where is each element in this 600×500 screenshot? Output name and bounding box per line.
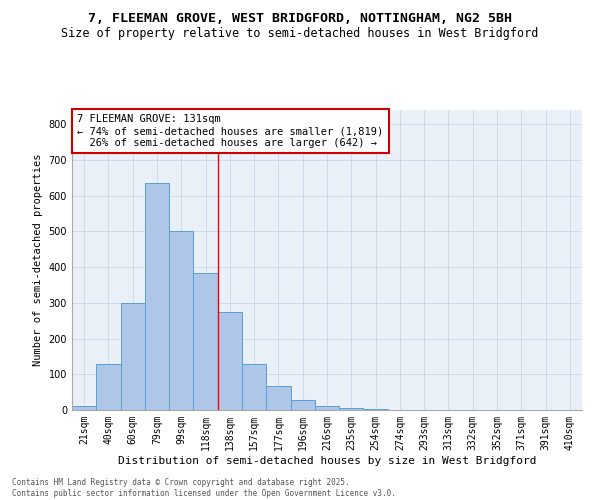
Bar — [218, 312, 242, 410]
Y-axis label: Number of semi-detached properties: Number of semi-detached properties — [33, 154, 43, 366]
Text: 7, FLEEMAN GROVE, WEST BRIDGFORD, NOTTINGHAM, NG2 5BH: 7, FLEEMAN GROVE, WEST BRIDGFORD, NOTTIN… — [88, 12, 512, 26]
Bar — [72, 406, 96, 410]
Bar — [266, 386, 290, 410]
Bar — [193, 273, 218, 410]
Bar — [96, 364, 121, 410]
Bar — [290, 400, 315, 410]
Bar — [315, 406, 339, 410]
Bar — [169, 232, 193, 410]
Text: Size of property relative to semi-detached houses in West Bridgford: Size of property relative to semi-detach… — [61, 28, 539, 40]
Bar — [121, 303, 145, 410]
Bar — [145, 183, 169, 410]
X-axis label: Distribution of semi-detached houses by size in West Bridgford: Distribution of semi-detached houses by … — [118, 456, 536, 466]
Bar — [339, 408, 364, 410]
Text: Contains HM Land Registry data © Crown copyright and database right 2025.
Contai: Contains HM Land Registry data © Crown c… — [12, 478, 396, 498]
Text: 7 FLEEMAN GROVE: 131sqm
← 74% of semi-detached houses are smaller (1,819)
  26% : 7 FLEEMAN GROVE: 131sqm ← 74% of semi-de… — [77, 114, 383, 148]
Bar — [242, 364, 266, 410]
